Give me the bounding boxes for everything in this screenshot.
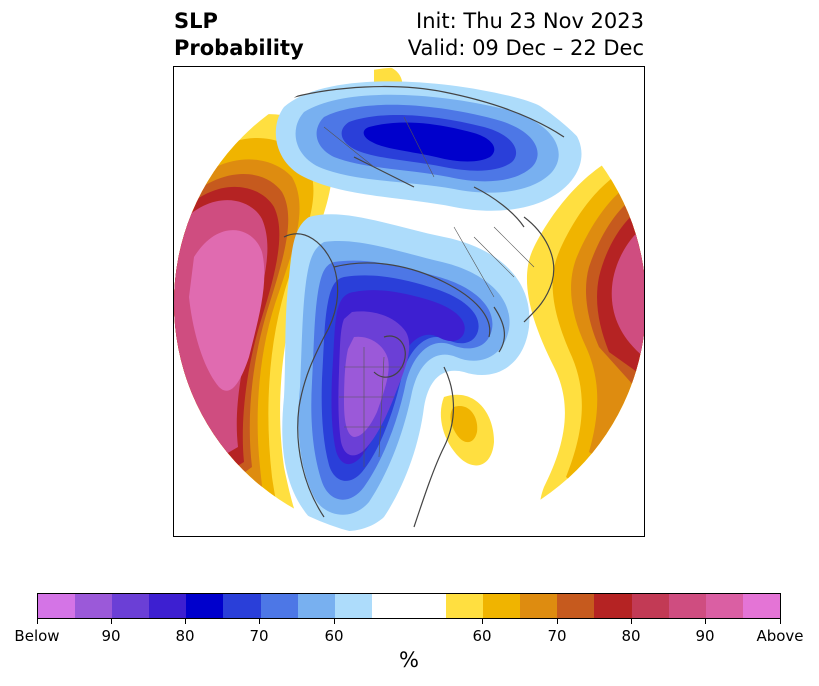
colorbar-tick: [705, 619, 706, 624]
title-variable: SLP: [174, 9, 218, 33]
colorbar-swatch: [668, 594, 706, 618]
colorbar-swatch: [520, 594, 558, 618]
colorbar-swatch: [742, 594, 780, 618]
colorbar-swatch: [112, 594, 150, 618]
atlantic-orange-core: [450, 406, 478, 443]
colorbar-label: 90: [695, 627, 715, 645]
colorbar-swatch: [705, 594, 743, 618]
colorbar-label: 60: [472, 627, 492, 645]
colorbar-swatch: [557, 594, 595, 618]
colorbar-swatch: [483, 594, 521, 618]
colorbar-tick: [259, 619, 260, 624]
eurasia-low-anomaly: [275, 81, 582, 211]
coastlines: [283, 85, 565, 528]
colorbar-tick: [111, 619, 112, 624]
colorbar-swatch: [149, 594, 187, 618]
colorbar-swatch: [260, 594, 298, 618]
colorbar-swatch: [75, 594, 113, 618]
colorbar: [37, 593, 781, 619]
polar-map: [174, 67, 644, 536]
colorbar-swatch-neutral: [371, 594, 447, 618]
colorbar-label: 80: [175, 627, 195, 645]
colorbar-label-below: Below: [14, 627, 60, 645]
colorbar-swatch: [223, 594, 261, 618]
colorbar-swatch: [446, 594, 484, 618]
north-america-low-anomaly: [282, 214, 530, 532]
colorbar-swatch: [186, 594, 224, 618]
colorbar-tick: [185, 619, 186, 624]
colorbar-tick: [780, 619, 781, 624]
colorbar-label-above: Above: [756, 627, 804, 645]
colorbar-swatch: [631, 594, 669, 618]
colorbar-label: 70: [547, 627, 567, 645]
colorbar-tick: [482, 619, 483, 624]
colorbar-tick: [334, 619, 335, 624]
valid-range: Valid: 09 Dec – 22 Dec: [407, 36, 644, 60]
colorbar-swatch: [38, 594, 76, 618]
init-date: Init: Thu 23 Nov 2023: [416, 9, 644, 33]
colorbar-tick: [37, 619, 38, 624]
colorbar-tick: [557, 619, 558, 624]
colorbar-swatch: [594, 594, 632, 618]
colorbar-label: 60: [324, 627, 344, 645]
colorbar-unit: %: [399, 648, 419, 672]
title-kind: Probability: [174, 36, 304, 60]
borders: [323, 116, 535, 467]
colorbar-swatch: [297, 594, 335, 618]
colorbar-label: 80: [621, 627, 641, 645]
colorbar-label: 90: [101, 627, 121, 645]
map-title-left: SLP Probability: [174, 8, 304, 62]
colorbar-swatch: [334, 594, 372, 618]
map-panel: [173, 66, 645, 537]
map-title-right: Init: Thu 23 Nov 2023 Valid: 09 Dec – 22…: [408, 8, 644, 62]
colorbar-label: 70: [249, 627, 269, 645]
colorbar-tick: [631, 619, 632, 624]
